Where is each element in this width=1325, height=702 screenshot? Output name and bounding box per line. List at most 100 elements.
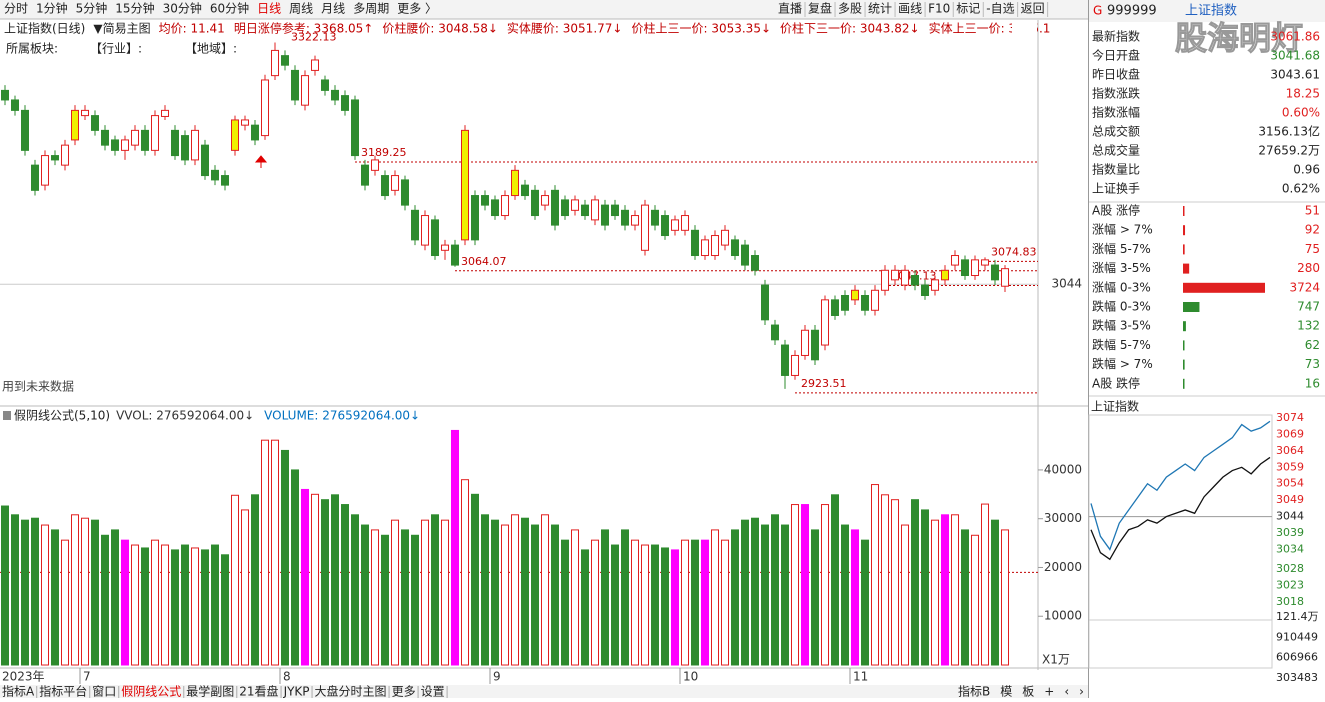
breadth-bar bbox=[1183, 321, 1186, 332]
volume-bar bbox=[121, 539, 129, 666]
timeframe-tab[interactable]: 日线 bbox=[257, 2, 281, 16]
breadth-label: 涨幅 > 7% bbox=[1092, 222, 1153, 237]
volume-bar bbox=[401, 529, 409, 666]
main-chart-menu[interactable]: ▼简易主图 bbox=[93, 22, 150, 36]
stat-value: 0.96 bbox=[1293, 163, 1320, 177]
candle-body bbox=[921, 284, 929, 296]
candle-body bbox=[821, 299, 829, 346]
indicator-tab[interactable]: 模 bbox=[1000, 685, 1012, 699]
candle-body bbox=[31, 164, 39, 191]
indicator-tab[interactable]: 指标B bbox=[958, 684, 990, 699]
volume-bar bbox=[731, 529, 739, 666]
candle-body bbox=[281, 55, 289, 66]
candle-body bbox=[481, 195, 489, 206]
toolbar-button[interactable]: 返回 bbox=[1021, 2, 1045, 16]
candle-body bbox=[701, 239, 709, 257]
future-note: 用到未来数据 bbox=[2, 379, 74, 394]
timeframe-tab[interactable]: 周线 bbox=[289, 2, 313, 16]
toolbar-button[interactable]: 画线 bbox=[898, 2, 922, 16]
indicator-tab[interactable]: + bbox=[1044, 685, 1054, 699]
candle-body bbox=[781, 344, 789, 376]
candle-body bbox=[811, 329, 819, 361]
sector-label: 所属板块: bbox=[6, 42, 58, 56]
breadth-label: 跌幅 5-7% bbox=[1092, 337, 1151, 352]
candle-body bbox=[911, 275, 919, 286]
volume-bar bbox=[291, 469, 299, 666]
toolbar-button[interactable]: 多股 bbox=[838, 2, 862, 16]
volume-bar bbox=[311, 493, 319, 666]
indicator-tab[interactable]: 大盘分时主图 bbox=[315, 684, 387, 699]
volume-bar bbox=[21, 519, 29, 666]
timeframe-tab[interactable]: 1分钟 bbox=[36, 1, 68, 16]
indicator-tab[interactable]: JYKP bbox=[283, 685, 310, 699]
indicator-tab[interactable]: 最学副图 bbox=[186, 684, 234, 699]
indicator-tab[interactable]: 更多 bbox=[392, 685, 416, 699]
candle-body bbox=[251, 124, 259, 141]
toolbar-button[interactable]: -自选 bbox=[986, 2, 1014, 16]
candle-body bbox=[371, 159, 379, 171]
candle-body bbox=[541, 195, 549, 206]
breadth-label: 跌幅 0-3% bbox=[1092, 299, 1151, 314]
volume-bar bbox=[81, 517, 89, 666]
indicator-value: 实体腰价: 3051.77↓ bbox=[507, 21, 623, 36]
breadth-bar bbox=[1183, 206, 1185, 216]
indicator-tab[interactable]: ‹ bbox=[1064, 685, 1069, 699]
candle-body bbox=[841, 294, 849, 311]
volume-bar bbox=[221, 554, 229, 666]
timeframe-tab[interactable]: 更多 〉 bbox=[397, 2, 437, 16]
sector-label: 【行业】: bbox=[90, 42, 142, 56]
volume-bar bbox=[41, 524, 49, 666]
indicator-tab[interactable]: 窗口 bbox=[92, 685, 116, 699]
volume-bar bbox=[691, 539, 699, 666]
indicator-tab[interactable]: 板 bbox=[1022, 685, 1034, 699]
candle-body bbox=[51, 155, 59, 161]
candle-body bbox=[981, 259, 989, 266]
indicator-tab[interactable]: 设置 bbox=[421, 685, 445, 699]
candle-body bbox=[381, 175, 389, 197]
timeframe-tab[interactable]: 30分钟 bbox=[163, 1, 202, 16]
volume-bar bbox=[231, 494, 239, 666]
candle-body bbox=[831, 299, 839, 316]
toolbar-button[interactable]: 直播 bbox=[778, 2, 802, 16]
candle-body bbox=[271, 49, 279, 77]
candle-body bbox=[311, 59, 319, 71]
breadth-label: 涨幅 0-3% bbox=[1092, 279, 1151, 294]
candle-body bbox=[611, 204, 619, 217]
breadth-value: 747 bbox=[1297, 300, 1320, 314]
breadth-bar bbox=[1183, 282, 1265, 293]
toolbar-button[interactable]: F10 bbox=[928, 2, 950, 16]
mini-title: 上证指数 bbox=[1091, 399, 1139, 414]
volume-legend: VVOL: 276592064.00↓ bbox=[116, 409, 254, 423]
candle-body bbox=[91, 115, 99, 131]
timeframe-tab[interactable]: 15分钟 bbox=[115, 1, 154, 16]
candle-body bbox=[651, 209, 659, 226]
timeframe-tab[interactable]: 月线 bbox=[321, 2, 345, 16]
indicator-tab[interactable]: 21看盘 bbox=[239, 684, 278, 699]
timeframe-tab[interactable]: 5分钟 bbox=[76, 1, 108, 16]
volume-bar bbox=[51, 529, 59, 666]
indicator-tab[interactable]: 假阴线公式 bbox=[121, 685, 181, 699]
breadth-bar bbox=[1183, 263, 1190, 274]
volume-bar bbox=[561, 539, 569, 666]
indicator-tab[interactable]: › bbox=[1079, 685, 1084, 699]
candle-body bbox=[661, 215, 669, 237]
timeframe-tab[interactable]: 60分钟 bbox=[210, 1, 249, 16]
indicator-tab[interactable]: 指标A bbox=[2, 684, 35, 699]
volume-bar bbox=[451, 429, 459, 666]
toolbar-button[interactable]: 标记 bbox=[956, 2, 980, 16]
toolbar-button[interactable]: 复盘 bbox=[808, 1, 832, 16]
candle-body bbox=[101, 129, 109, 146]
volume-bar bbox=[481, 514, 489, 666]
volume-bar bbox=[151, 539, 159, 666]
indicator-tab[interactable]: 指标平台 bbox=[39, 684, 87, 699]
volume-bar bbox=[211, 544, 219, 666]
timeframe-tab[interactable]: 多周期 bbox=[353, 2, 389, 16]
candle-body bbox=[861, 294, 869, 311]
volume-bar bbox=[501, 524, 509, 666]
toolbar-button[interactable]: 统计 bbox=[868, 2, 892, 16]
price-tick-label: 3044 bbox=[1051, 277, 1082, 291]
candle-body bbox=[171, 129, 179, 157]
timeframe-tab[interactable]: 分时 bbox=[4, 2, 28, 16]
candle-body bbox=[501, 195, 509, 217]
breadth-label: A股 跌停 bbox=[1092, 375, 1140, 390]
